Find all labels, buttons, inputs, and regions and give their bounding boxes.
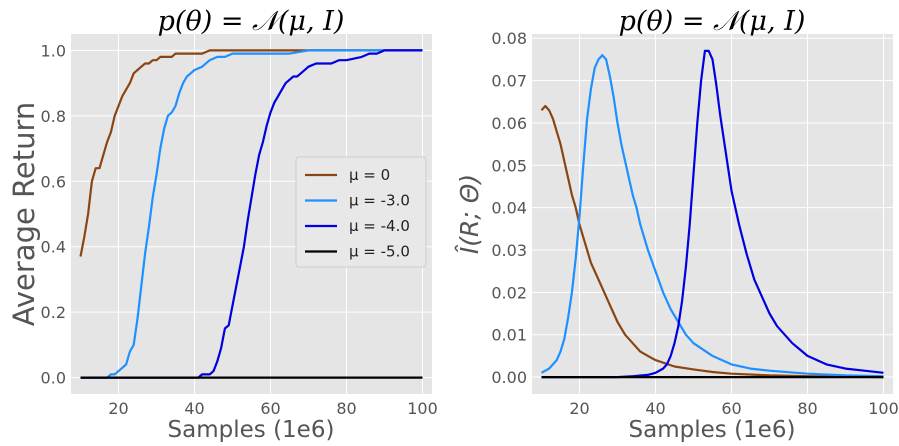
y-tick-label: 0.08 xyxy=(491,29,527,48)
x-axis-label-left: Samples (1e6) xyxy=(168,417,335,443)
chart-title-left: p(θ) = 𝒩(μ, I) xyxy=(158,6,345,37)
chart-left: 20 40 60 80 100 0.0 0.2 0.4 0.6 0.8 1.0 p(θ) = 𝒩(μ… xyxy=(7,6,438,443)
series-line-2 xyxy=(80,49,423,379)
legend-items: μ = 0 μ = -3.0 μ = -4.0 μ = -5.0 xyxy=(305,166,410,261)
legend-label: μ = -5.0 xyxy=(349,243,410,261)
plot-area-right xyxy=(532,34,893,394)
chart-right: 20 40 60 80 100 0.00 0.01 0.02 0.03 0.04 0.05 0.06 0… xyxy=(455,6,899,443)
x-tick-label: 40 xyxy=(645,399,665,418)
x-tick-label: 40 xyxy=(184,399,204,418)
y-tick-label: 0.07 xyxy=(491,72,527,91)
ticks-right: 20 40 60 80 100 0.00 0.01 0.02 0.03 0.04 0.05 0.06 0… xyxy=(491,29,898,418)
chart-title-right: p(θ) = 𝒩(μ, I) xyxy=(619,6,806,37)
x-tick-label: 60 xyxy=(721,399,741,418)
x-tick-label: 80 xyxy=(336,399,356,418)
series-line-1 xyxy=(80,49,423,379)
x-tick-label: 100 xyxy=(868,399,899,418)
series-line-0 xyxy=(540,104,884,379)
x-tick-label: 60 xyxy=(260,399,280,418)
series-line-1 xyxy=(540,54,884,378)
series-line-2 xyxy=(541,49,884,379)
x-axis-label-right: Samples (1e6) xyxy=(629,417,796,443)
series-left xyxy=(79,49,423,379)
legend-label: μ = -4.0 xyxy=(349,217,410,235)
y-tick-label: 0.6 xyxy=(41,172,66,191)
y-tick-label: 0.04 xyxy=(491,199,527,218)
x-tick-label: 100 xyxy=(407,399,438,418)
series-line-0 xyxy=(79,49,423,257)
y-tick-label: 0.05 xyxy=(491,156,527,175)
y-tick-label: 0.00 xyxy=(491,368,527,387)
y-tick-label: 0.02 xyxy=(491,283,527,302)
y-tick-label: 0.2 xyxy=(41,303,66,322)
y-tick-label: 1.0 xyxy=(41,41,66,60)
x-tick-label: 20 xyxy=(108,399,128,418)
y-tick-label: 0.01 xyxy=(491,326,527,345)
y-tick-label: 0.8 xyxy=(41,107,66,126)
y-axis-label-left: Average Return xyxy=(7,102,41,327)
legend: μ = 0 μ = -3.0 μ = -4.0 μ = -5.0 xyxy=(295,156,427,268)
y-tick-label: 0.06 xyxy=(491,114,527,133)
ticks-left: 20 40 60 80 100 0.0 0.2 0.4 0.6 0.8 1.0 xyxy=(41,41,438,418)
y-tick-label: 0.0 xyxy=(41,369,66,388)
y-tick-label: 0.03 xyxy=(491,241,527,260)
x-tick-label: 80 xyxy=(797,399,817,418)
y-tick-label: 0.4 xyxy=(41,238,66,257)
x-tick-label: 20 xyxy=(569,399,589,418)
legend-label: μ = -3.0 xyxy=(349,192,410,210)
legend-box xyxy=(295,156,427,268)
legend-label: μ = 0 xyxy=(349,166,390,184)
series-right xyxy=(540,49,884,379)
y-axis-label-right: Î(R; Θ) xyxy=(455,174,484,254)
